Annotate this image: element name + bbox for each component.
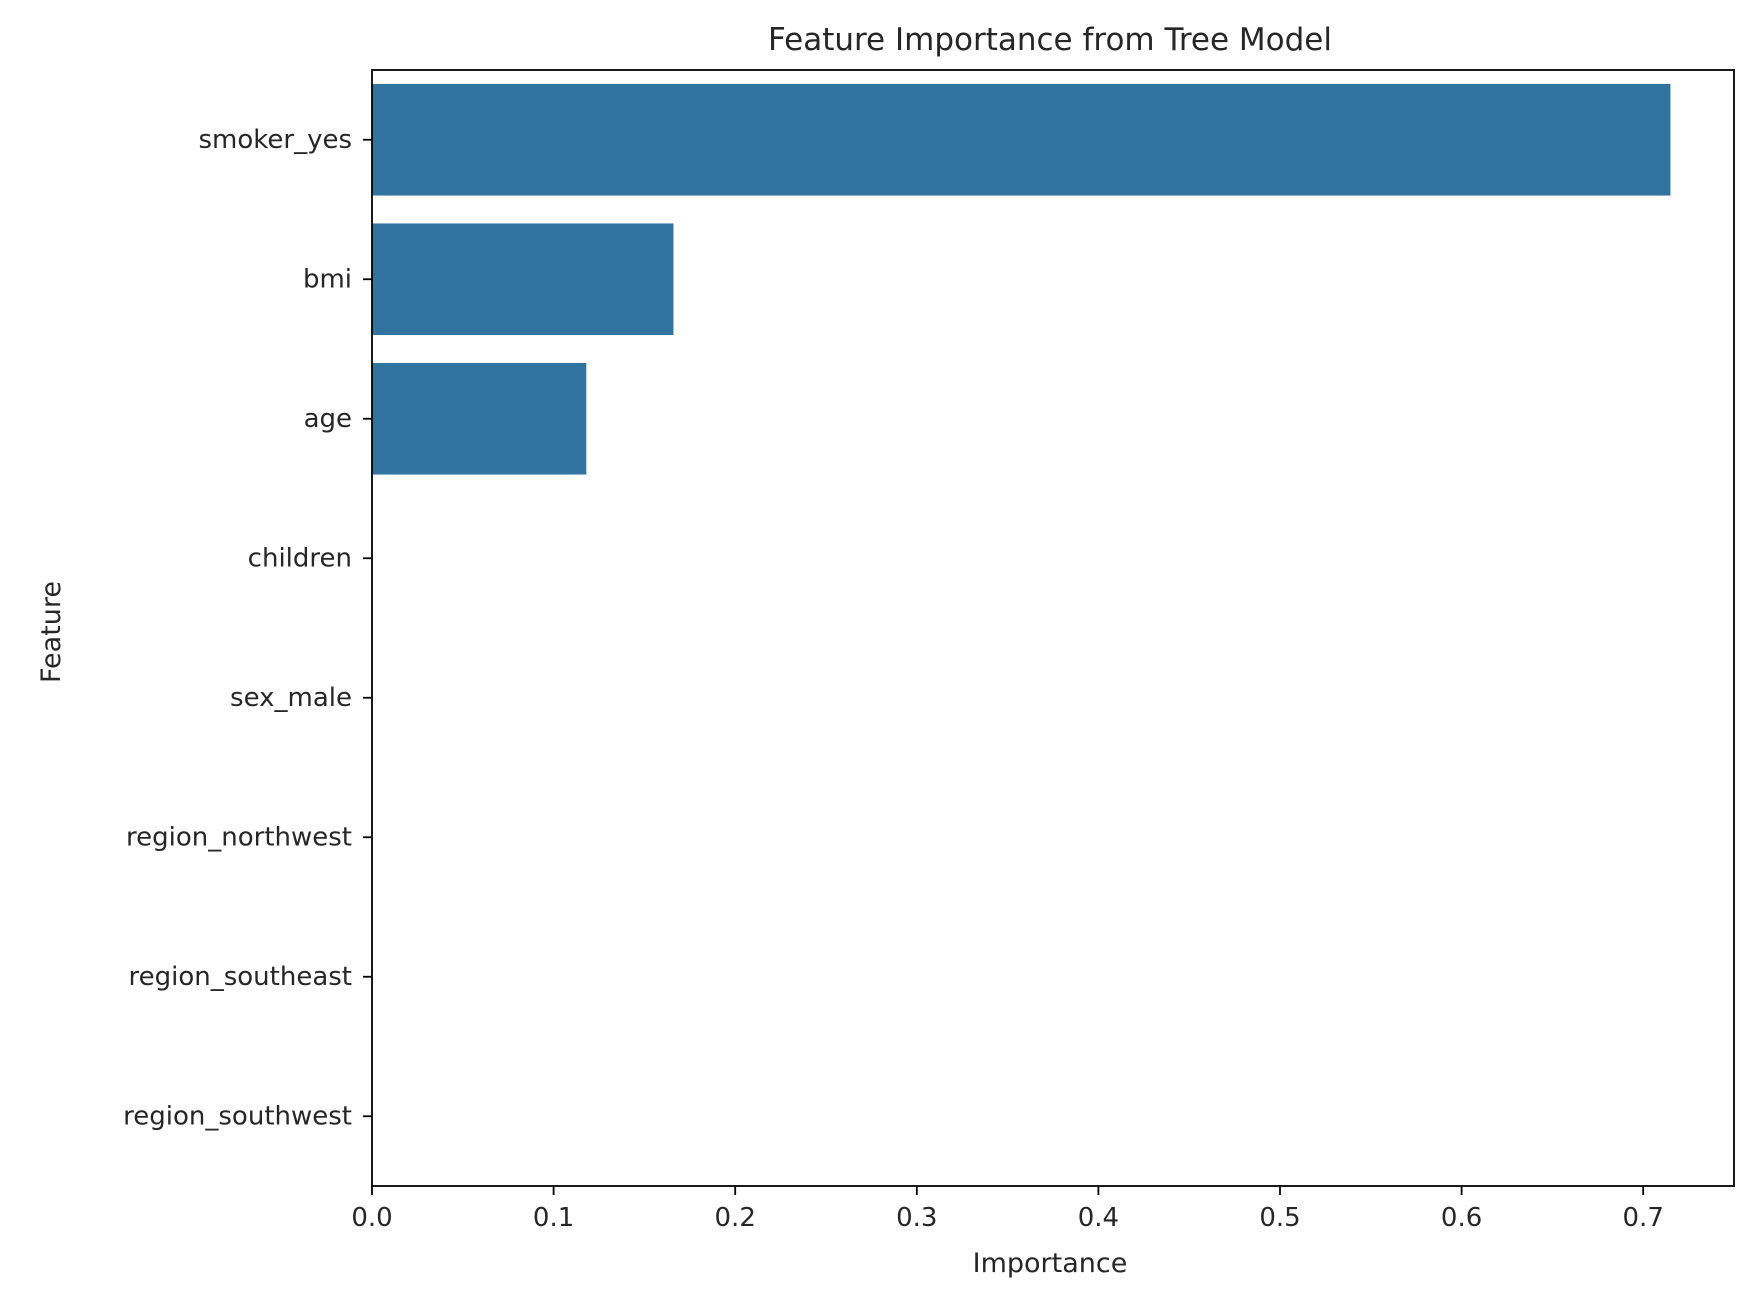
- plot-frame: [371, 69, 1735, 1187]
- y-tick-label: region_southwest: [123, 1101, 352, 1131]
- y-axis-label: Feature: [36, 581, 67, 683]
- x-axis-ticks: 0.0 0.1 0.2 0.3 0.4 0.5 0.6 0.7: [351, 1186, 1664, 1233]
- x-tick-label: 0.5: [1259, 1203, 1300, 1233]
- y-tick-label: region_northwest: [126, 822, 352, 852]
- x-tick-label: 0.1: [533, 1203, 574, 1233]
- x-tick-label: 0.3: [896, 1203, 937, 1233]
- y-tick-label: sex_male: [230, 683, 352, 713]
- y-tick-label: smoker_yes: [198, 125, 352, 155]
- x-tick-label: 0.2: [715, 1203, 756, 1233]
- bars-layer: [372, 83, 1671, 475]
- y-tick-label: region_southeast: [128, 962, 352, 992]
- chart-title: Feature Importance from Tree Model: [768, 22, 1332, 58]
- x-tick-label: 0.0: [351, 1203, 392, 1233]
- bar-age: [372, 362, 587, 475]
- y-tick-label: bmi: [303, 264, 352, 294]
- x-tick-label: 0.7: [1623, 1203, 1664, 1233]
- x-tick-label: 0.6: [1441, 1203, 1482, 1233]
- y-tick-label: children: [248, 543, 352, 573]
- x-tick-label: 0.4: [1078, 1203, 1119, 1233]
- bar-bmi: [372, 223, 674, 336]
- y-tick-label: age: [304, 404, 352, 434]
- bar-smoker-yes: [372, 83, 1671, 196]
- x-axis-label: Importance: [973, 1248, 1128, 1279]
